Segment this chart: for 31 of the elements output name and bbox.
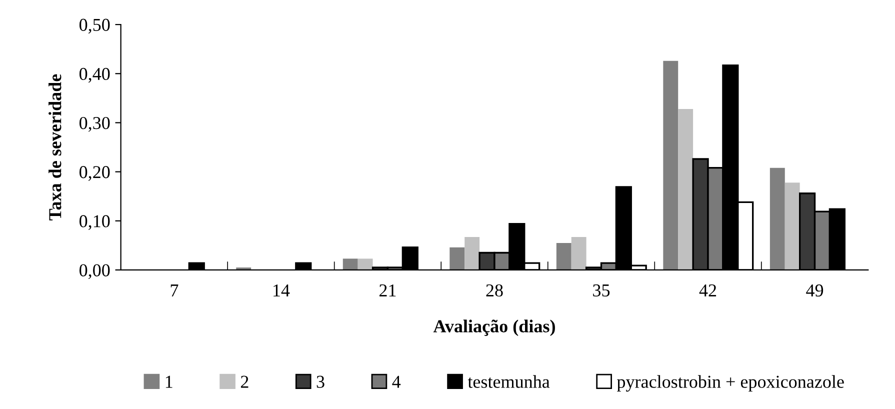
bar: [571, 237, 586, 270]
bar: [358, 258, 373, 270]
x-axis-title: Avaliação (dias): [433, 320, 555, 336]
bar: [450, 247, 465, 270]
y-axis-title: Taxa de severidade: [48, 74, 62, 220]
bar: [663, 60, 678, 270]
bar: [770, 168, 785, 270]
x-tick-label: 21: [379, 284, 396, 296]
legend-label: pyraclostrobin + epoxiconazole: [617, 375, 844, 392]
legend-label: testemunha: [468, 375, 550, 388]
legend-label: 4: [392, 376, 401, 388]
legend-label: 1: [166, 376, 172, 388]
bar: [556, 242, 572, 270]
x-tick-label: 35: [593, 284, 610, 297]
y-tick-label: 0,30: [80, 116, 110, 132]
x-tick-label: 49: [806, 284, 824, 297]
y-tick-label: 0,20: [80, 166, 110, 181]
bar: [784, 182, 800, 270]
legend-label: 3: [316, 376, 324, 388]
bar: [464, 237, 480, 270]
x-tick-label: 7: [170, 284, 178, 296]
y-tick-label: 0,40: [80, 68, 110, 83]
x-tick-label: 28: [486, 284, 503, 297]
bar: [678, 108, 694, 270]
y-tick-label: 0,00: [80, 264, 110, 279]
legend-label: 2: [240, 376, 248, 388]
y-tick-label: 0,50: [80, 18, 110, 34]
bar: [342, 258, 358, 270]
x-tick-label: 42: [699, 284, 716, 296]
y-tick-label: 0,10: [80, 215, 110, 230]
x-tick-label: 14: [274, 284, 290, 296]
